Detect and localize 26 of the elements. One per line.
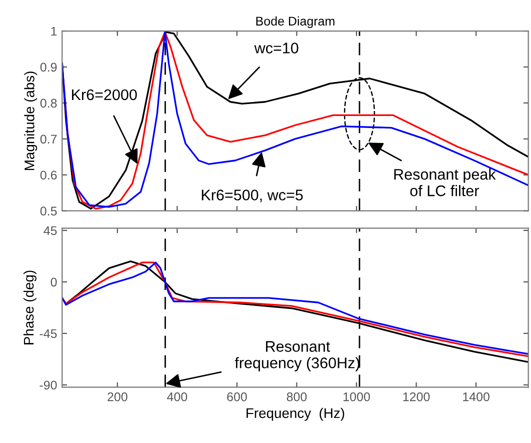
y-tick-label: 0	[50, 278, 57, 287]
y-tick-label: 45	[44, 226, 57, 236]
x-tick-label: 600	[227, 392, 247, 402]
chart-title: Bode Diagram	[256, 16, 334, 28]
y-tick-label: -45	[40, 329, 57, 338]
x-tick-label: 1200	[403, 392, 430, 402]
y-axis-title: Magnitude (abs)	[24, 72, 38, 170]
x-tick-label: 1400	[463, 392, 490, 402]
y-tick-label: 0.5	[40, 206, 57, 216]
annotation: Kr6=2000	[72, 89, 137, 100]
y-tick-label: 1	[51, 26, 57, 36]
y-tick-label: 0.9	[40, 62, 57, 72]
x-tick-label: 800	[286, 392, 307, 402]
y-tick-label: 0.8	[40, 98, 57, 108]
x-tick-label: 400	[167, 392, 188, 402]
x-axis-title: Frequency (Hz)	[246, 408, 344, 421]
y-axis-title: Phase (deg)	[23, 270, 36, 344]
x-tick-label: 200	[108, 392, 128, 402]
y-tick-label: 0.6	[40, 170, 57, 180]
annotation: Resonant frequency (360Hz)	[234, 341, 360, 372]
annotation: Resonant peak of LC filter	[394, 168, 496, 196]
x-tick-label: 1000	[344, 392, 370, 402]
annotation: wc=10	[254, 42, 298, 54]
y-tick-label: 0.7	[40, 134, 57, 144]
annotation: Kr6=500, wc=5	[202, 190, 303, 202]
y-tick-label: -90	[40, 380, 57, 390]
